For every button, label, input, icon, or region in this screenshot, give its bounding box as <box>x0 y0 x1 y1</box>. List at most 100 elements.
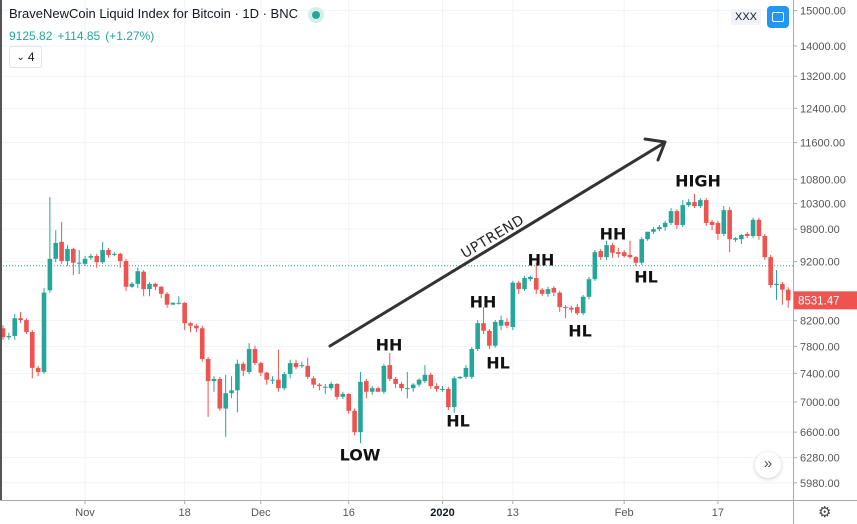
candle-body[interactable] <box>340 393 346 397</box>
candle-body[interactable] <box>639 239 645 263</box>
candle-body[interactable] <box>346 393 352 411</box>
candle-body[interactable] <box>82 258 88 264</box>
symbol-title[interactable]: BraveNewCoin Liquid Index for Bitcoin · … <box>9 6 299 21</box>
fullscreen-icon[interactable] <box>767 6 789 28</box>
candle-body[interactable] <box>733 238 738 240</box>
candle-body[interactable] <box>287 363 293 375</box>
candle-body[interactable] <box>188 323 193 326</box>
candle-body[interactable] <box>533 278 539 290</box>
candle-body[interactable] <box>727 210 732 240</box>
candle-body[interactable] <box>305 365 311 377</box>
candle-body[interactable] <box>182 302 187 324</box>
candle-body[interactable] <box>674 211 680 225</box>
candle-body[interactable] <box>586 279 592 297</box>
candle-body[interactable] <box>281 374 287 389</box>
gear-icon[interactable]: ⚙ <box>818 504 832 521</box>
candle-body[interactable] <box>574 307 580 314</box>
candle-body[interactable] <box>0 328 6 338</box>
candle-body[interactable] <box>610 245 615 253</box>
candle-body[interactable] <box>141 271 146 290</box>
candle-body[interactable] <box>246 349 252 373</box>
candle-body[interactable] <box>785 289 791 301</box>
candle-body[interactable] <box>381 365 387 392</box>
candle-body[interactable] <box>47 258 53 291</box>
candle-body[interactable] <box>463 367 469 377</box>
candle-body[interactable] <box>756 219 762 237</box>
candle-body[interactable] <box>264 372 269 380</box>
candle-body[interactable] <box>364 381 369 392</box>
candle-body[interactable] <box>504 321 510 326</box>
candle-body[interactable] <box>328 383 334 389</box>
candle-body[interactable] <box>129 283 135 287</box>
candle-body[interactable] <box>176 302 182 304</box>
candle-body[interactable] <box>457 376 463 379</box>
candle-body[interactable] <box>621 252 627 257</box>
candle-body[interactable] <box>223 393 228 409</box>
price-axis[interactable] <box>793 0 857 524</box>
candle-body[interactable] <box>551 287 557 293</box>
currency-badge[interactable]: XXX <box>731 9 761 25</box>
candle-body[interactable] <box>662 222 668 228</box>
candle-body[interactable] <box>569 307 574 310</box>
candle-body[interactable] <box>117 253 123 262</box>
candle-body[interactable] <box>35 367 41 373</box>
candle-body[interactable] <box>580 296 586 314</box>
candle-body[interactable] <box>76 262 82 264</box>
candle-body[interactable] <box>434 386 439 389</box>
candle-body[interactable] <box>112 253 117 255</box>
candle-body[interactable] <box>299 365 305 367</box>
candle-body[interactable] <box>721 210 727 234</box>
candle-body[interactable] <box>633 257 639 263</box>
candle-body[interactable] <box>698 200 703 207</box>
candle-body[interactable] <box>18 318 23 321</box>
candle-body[interactable] <box>334 383 340 397</box>
candle-body[interactable] <box>65 248 70 262</box>
candle-body[interactable] <box>528 276 533 280</box>
candle-body[interactable] <box>387 365 393 379</box>
candle-body[interactable] <box>475 323 480 350</box>
candle-body[interactable] <box>53 242 59 259</box>
candle-body[interactable] <box>170 302 176 305</box>
candle-body[interactable] <box>399 383 404 389</box>
candle-body[interactable] <box>358 381 363 433</box>
candle-body[interactable] <box>211 378 217 382</box>
candle-body[interactable] <box>270 379 275 381</box>
candle-body[interactable] <box>59 241 64 262</box>
candle-body[interactable] <box>393 378 398 384</box>
candle-body[interactable] <box>510 282 516 327</box>
candle-body[interactable] <box>780 283 785 290</box>
candle-body[interactable] <box>715 222 721 234</box>
candle-body[interactable] <box>563 307 568 309</box>
candle-body[interactable] <box>375 388 381 392</box>
candle-body[interactable] <box>686 202 691 206</box>
candle-body[interactable] <box>762 236 768 258</box>
candle-body[interactable] <box>545 289 551 294</box>
candle-body[interactable] <box>6 335 12 338</box>
candle-body[interactable] <box>709 221 715 225</box>
candle-body[interactable] <box>668 211 674 223</box>
candle-body[interactable] <box>88 256 94 258</box>
candle-body[interactable] <box>651 229 656 232</box>
candle-body[interactable] <box>604 245 609 258</box>
candle-body[interactable] <box>481 323 486 331</box>
candle-body[interactable] <box>703 200 709 223</box>
candle-body[interactable] <box>557 292 562 308</box>
candle-body[interactable] <box>24 320 29 333</box>
candle-body[interactable] <box>492 321 498 346</box>
candle-body[interactable] <box>123 261 129 287</box>
candle-body[interactable] <box>369 388 375 392</box>
candle-body[interactable] <box>774 283 779 286</box>
candle-body[interactable] <box>422 374 428 382</box>
candle-body[interactable] <box>692 202 697 207</box>
candle-body[interactable] <box>592 252 598 280</box>
candle-body[interactable] <box>217 378 223 409</box>
candle-body[interactable] <box>516 282 521 290</box>
candle-body[interactable] <box>276 379 281 389</box>
candle-body[interactable] <box>498 320 504 326</box>
candle-body[interactable] <box>317 384 322 387</box>
candle-body[interactable] <box>258 363 264 373</box>
candle-body[interactable] <box>657 227 662 230</box>
candle-body[interactable] <box>235 363 240 391</box>
candle-body[interactable] <box>451 378 457 408</box>
candle-body[interactable] <box>487 330 492 346</box>
